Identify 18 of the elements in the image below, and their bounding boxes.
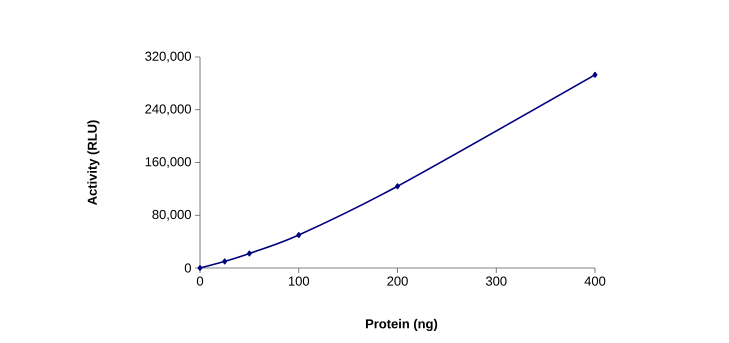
x-tick-label: 400 [584, 276, 606, 286]
y-tick-label: 0 [184, 263, 191, 273]
x-tick-label: 0 [196, 276, 204, 286]
y-tick-label: 320,000 [145, 52, 191, 62]
x-axis-title: Protein (ng) [366, 318, 438, 332]
x-tick-label: 100 [288, 276, 310, 286]
point [395, 183, 400, 190]
point [246, 250, 252, 256]
x-tick-label: 300 [486, 276, 507, 286]
y-axis-title: Activity (RLU) [87, 120, 100, 205]
point [222, 258, 228, 264]
x-tick-label: 200 [387, 276, 408, 286]
y-tick-label: 240,000 [145, 104, 191, 116]
point [296, 232, 302, 238]
y-tick-label: 160,000 [146, 157, 191, 168]
point [592, 72, 598, 78]
y-tick-label: 80,000 [152, 210, 191, 221]
point [198, 265, 202, 271]
